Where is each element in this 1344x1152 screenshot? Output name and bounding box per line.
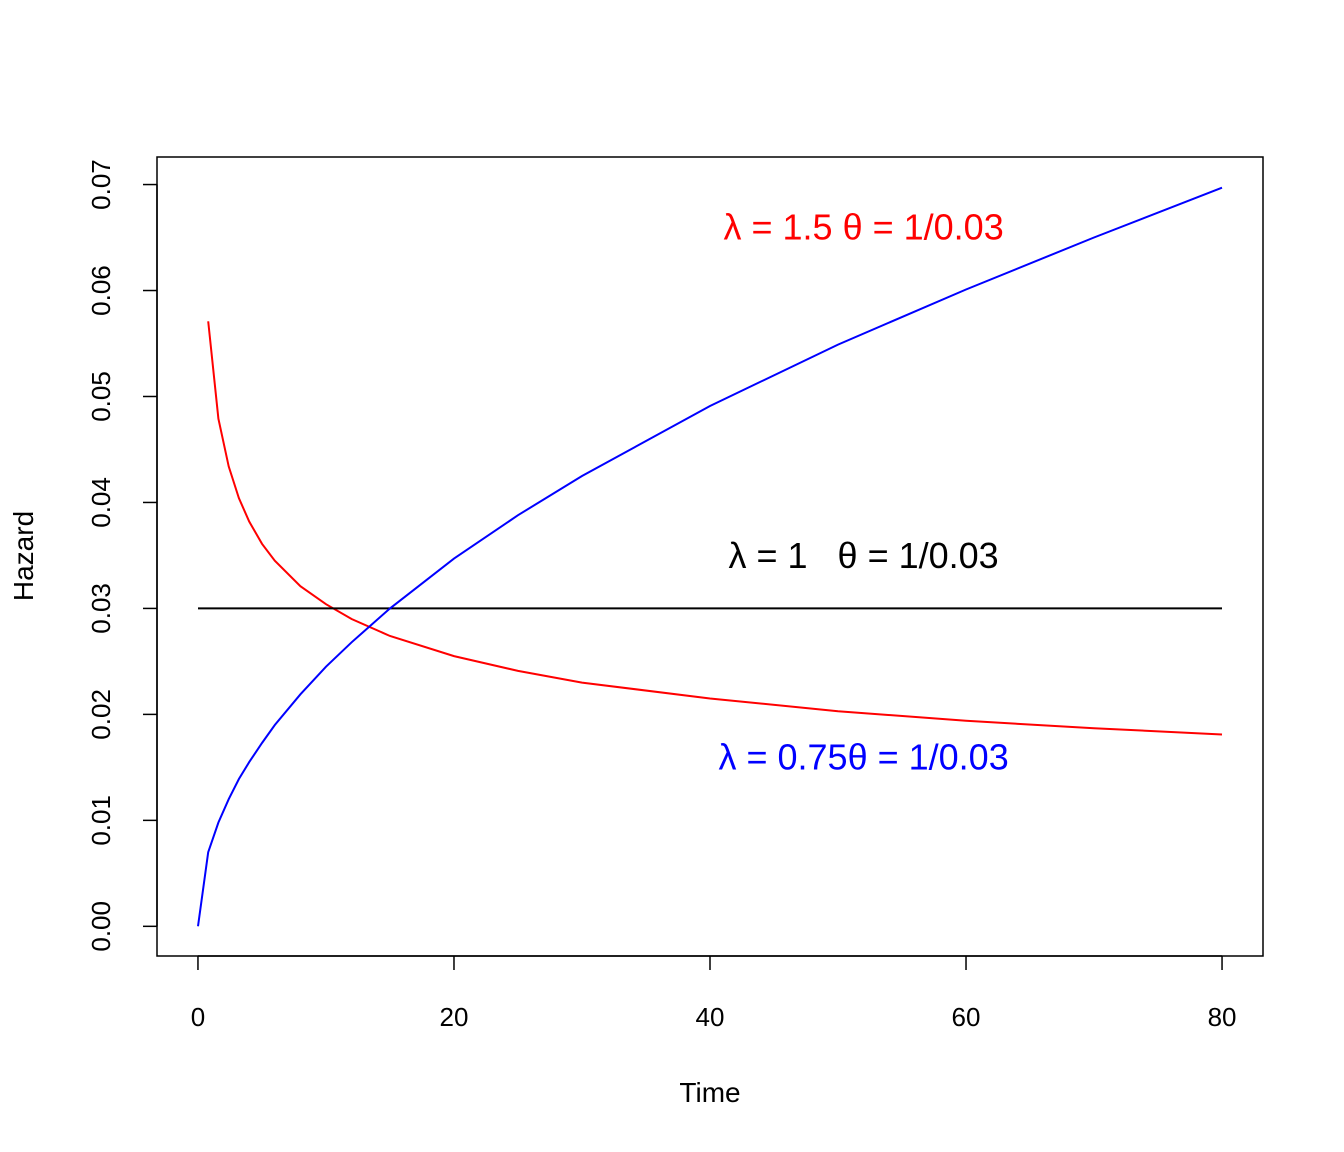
y-tick-label: 0.04: [86, 477, 116, 528]
annotation-label-1: λ = 1.5 θ = 1/0.03: [724, 207, 1004, 248]
annotation-label-3: λ = 0.75θ = 1/0.03: [718, 736, 1008, 777]
x-tick-label: 80: [1208, 1002, 1237, 1032]
series-line-1: [207, 321, 1223, 736]
y-tick-label: 0.06: [86, 265, 116, 316]
y-tick-label: 0.00: [86, 901, 116, 952]
x-axis-title: Time: [679, 1077, 740, 1108]
x-tick-label: 60: [952, 1002, 981, 1032]
annotation-layer: λ = 1.5 θ = 1/0.03 λ = 1 θ = 1/0.03 λ = 0.…: [718, 207, 1008, 778]
x-tick-label: 40: [696, 1002, 725, 1032]
series-layer: [197, 186, 1223, 927]
y-tick-label: 0.07: [86, 159, 116, 210]
y-tick-label: 0.03: [86, 583, 116, 634]
y-axis-title: Hazard: [8, 511, 39, 601]
plot-frame: [156, 156, 1264, 957]
y-tick-label: 0.01: [86, 795, 116, 846]
x-tick-label: 20: [440, 1002, 469, 1032]
y-tick-label: 0.02: [86, 689, 116, 740]
annotation-label-2: λ = 1 θ = 1/0.03: [729, 535, 999, 576]
x-tick-label: 0: [191, 1002, 205, 1032]
y-tick-label: 0.05: [86, 371, 116, 422]
series-line-3: [197, 186, 1223, 927]
